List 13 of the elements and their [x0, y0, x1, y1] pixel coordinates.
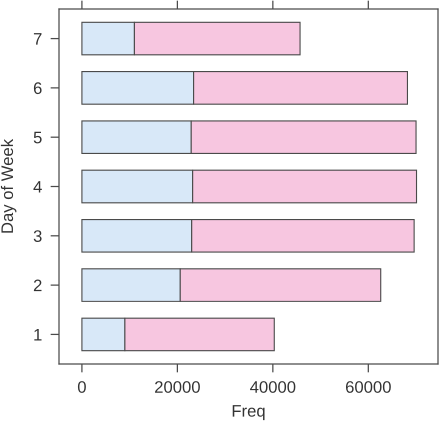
x-axis-title: Freq [232, 405, 265, 420]
y-tick-label: 2 [34, 280, 42, 292]
y-tick-label: 1 [34, 328, 42, 340]
y-tick-label: 7 [34, 33, 42, 45]
x-tick-label: 20000 [155, 381, 200, 393]
y-tick-label: 6 [34, 82, 42, 94]
y-axis-title: Day of Week [0, 138, 16, 233]
x-tick-label: 60000 [346, 381, 391, 393]
x-tick-label: 0 [78, 381, 86, 393]
y-tick-label: 5 [34, 132, 42, 144]
y-tick-label: 4 [33, 181, 42, 193]
y-tick-label: 3 [34, 230, 42, 242]
x-tick-label: 40000 [250, 381, 296, 393]
